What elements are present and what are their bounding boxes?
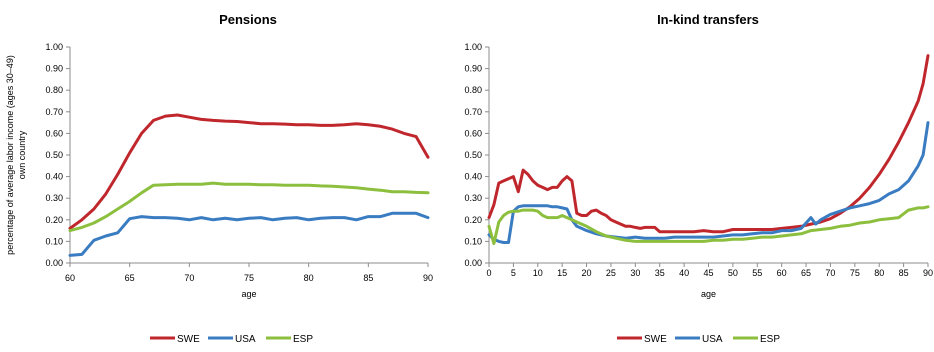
inkind-y-tick-label: 0.10: [464, 236, 482, 246]
inkind-y-tick-label: 0.60: [464, 128, 482, 138]
inkind-series-swe-line: [487, 54, 930, 234]
pensions-x-tick-label: 70: [184, 273, 194, 283]
pensions-legend-esp-label: ESP: [293, 334, 313, 345]
inkind-x-tick-label: 75: [850, 268, 860, 278]
inkind-x-tick-label: 90: [923, 268, 933, 278]
pensions-y-tick-label: 0.00: [45, 258, 63, 268]
inkind-y-tick-label: 0.00: [464, 258, 482, 268]
inkind-y-tick-label: 0.80: [464, 85, 482, 95]
pensions-x-tick-label: 65: [125, 273, 135, 283]
pensions-y-tick-label: 0.40: [45, 172, 63, 182]
inkind-legend-swe-label: SWE: [644, 334, 667, 345]
inkind-x-axis-label: age: [701, 289, 716, 299]
pensions-legend-usa-label: USA: [235, 334, 256, 345]
inkind-x-tick-label: 30: [630, 268, 640, 278]
inkind-y-tick-label: 0.90: [464, 64, 482, 74]
pensions-x-tick-label: 75: [244, 273, 254, 283]
pensions-y-tick-label: 0.90: [45, 64, 63, 74]
inkind-x-tick-label: 65: [801, 268, 811, 278]
pensions-x-tick-label: 60: [65, 273, 75, 283]
inkind-series-usa-line: [487, 121, 930, 244]
inkind-series-esp-line: [487, 205, 930, 246]
pensions-chart-title: Pensions: [219, 12, 277, 27]
inkind-x-tick-label: 35: [655, 268, 665, 278]
inkind-x-tick-label: 45: [703, 268, 713, 278]
pensions-y-tick-label: 0.20: [45, 215, 63, 225]
pensions-x-tick-label: 90: [423, 273, 433, 283]
inkind-x-tick-label: 20: [582, 268, 592, 278]
inkind-x-tick-label: 25: [606, 268, 616, 278]
pensions-y-axis-label: percentage of average labor income (ages…: [5, 55, 15, 255]
pensions-y-tick-label: 0.10: [45, 236, 63, 246]
pensions-series-swe-line: [68, 113, 430, 230]
pensions-y-tick-label: 0.60: [45, 128, 63, 138]
pensions-legend-swe-label: SWE: [177, 334, 200, 345]
inkind-x-tick-label: 55: [752, 268, 762, 278]
inkind-x-tick-label: 15: [557, 268, 567, 278]
pensions-series-esp-line: [68, 181, 430, 233]
pensions-x-tick-label: 80: [304, 273, 314, 283]
pensions-y-tick-label: 0.30: [45, 193, 63, 203]
pensions-y-tick-label: 0.50: [45, 150, 63, 160]
pensions-x-axis-label: age: [241, 289, 256, 299]
inkind-x-tick-label: 85: [899, 268, 909, 278]
pensions-x-tick-label: 85: [363, 273, 373, 283]
pensions-y-tick-label: 0.70: [45, 107, 63, 117]
inkind-x-tick-label: 5: [511, 268, 516, 278]
pensions-series-usa-line: [68, 211, 430, 257]
inkind-x-tick-label: 50: [728, 268, 738, 278]
inkind-x-tick-label: 10: [533, 268, 543, 278]
inkind-y-tick-label: 0.50: [464, 150, 482, 160]
inkind-chart-title: In-kind transfers: [657, 12, 759, 27]
inkind-x-tick-label: 70: [825, 268, 835, 278]
pensions-y-tick-label: 0.80: [45, 85, 63, 95]
pensions-y-tick-label: 1.00: [45, 42, 63, 52]
inkind-legend-usa-label: USA: [702, 334, 723, 345]
inkind-y-tick-label: 0.70: [464, 107, 482, 117]
inkind-y-tick-label: 0.40: [464, 172, 482, 182]
inkind-x-tick-label: 40: [679, 268, 689, 278]
inkind-x-tick-label: 60: [777, 268, 787, 278]
pensions-y-axis-label-2: own country: [17, 130, 27, 179]
inkind-x-tick-label: 0: [486, 268, 491, 278]
inkind-legend-esp-label: ESP: [760, 334, 780, 345]
inkind-y-tick-label: 0.30: [464, 193, 482, 203]
inkind-y-tick-label: 1.00: [464, 42, 482, 52]
inkind-y-tick-label: 0.20: [464, 215, 482, 225]
inkind-x-tick-label: 80: [874, 268, 884, 278]
